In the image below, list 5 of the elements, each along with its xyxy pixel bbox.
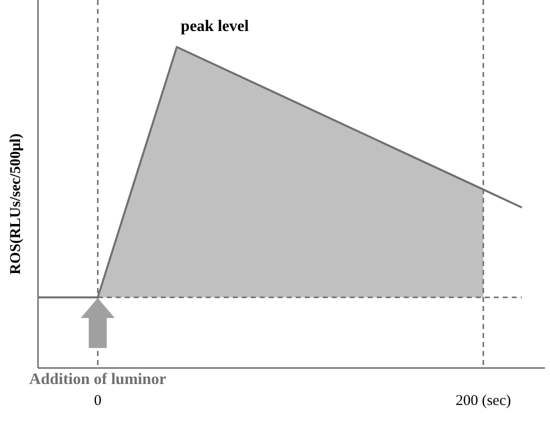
- y-axis-title: ROS(RLUs/sec/500μl): [8, 133, 24, 274]
- x-tick-label: 200 (sec): [456, 393, 512, 409]
- x-tick-label: 0: [94, 393, 102, 409]
- annotation: peak level: [180, 18, 250, 35]
- text: Addition of luminor: [29, 371, 166, 388]
